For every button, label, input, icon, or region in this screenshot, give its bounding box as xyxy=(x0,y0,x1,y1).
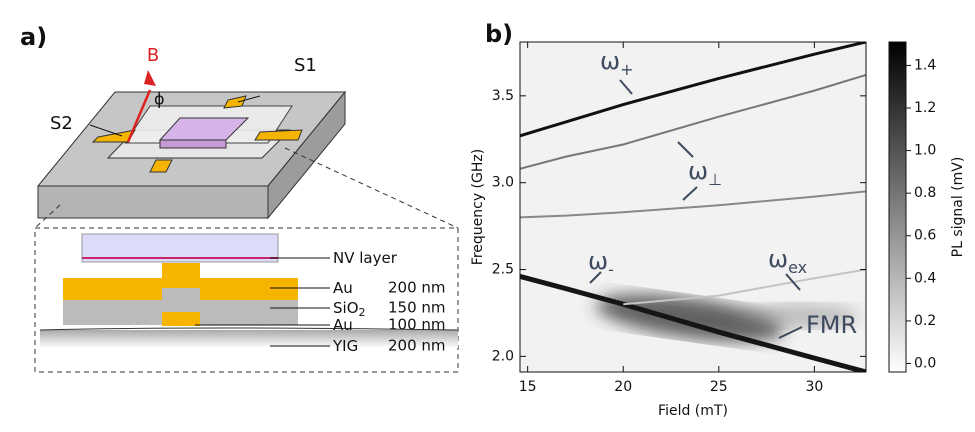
angle-label: ϕ xyxy=(154,90,165,109)
device-block xyxy=(34,70,459,229)
y-tick-label: 3.5 xyxy=(492,88,514,104)
annotation: ωex xyxy=(768,245,807,277)
series-line xyxy=(520,74,866,170)
layer-thickness: 100 nm xyxy=(388,316,446,334)
x-axis-label: Field (mT) xyxy=(658,403,728,419)
annotation-sub: ⊥ xyxy=(708,170,722,189)
layer-name: YIG xyxy=(332,337,358,355)
s2-label: S2 xyxy=(50,113,73,134)
y-tick-label: 2.5 xyxy=(492,262,514,278)
fmr-glow xyxy=(595,294,860,342)
layer-name-text: Au xyxy=(333,279,353,297)
layer-thickness: 200 nm xyxy=(388,337,446,355)
annotation-leaders xyxy=(589,79,803,339)
y-tick-label: 2.0 xyxy=(492,348,514,364)
layer-stack xyxy=(34,227,459,373)
annotation-text: ω xyxy=(768,245,788,273)
colorbar-tick-label: 0.2 xyxy=(914,313,936,329)
annotation-text: ω xyxy=(600,47,620,75)
colorbar-tick-label: 0.0 xyxy=(914,355,936,371)
annotation: FMR xyxy=(806,311,857,339)
panel-label: b) xyxy=(485,20,513,48)
colorbar-tick-label: 0.8 xyxy=(914,185,936,201)
annotation-text: FMR xyxy=(806,311,857,339)
colorbar xyxy=(888,41,907,373)
layer-thickness: 150 nm xyxy=(388,299,446,317)
layer-name-text: YIG xyxy=(332,337,358,355)
layer-name-text: Au xyxy=(333,316,353,334)
layer-name: SiO2 xyxy=(333,299,366,320)
y-tick-label: 3.0 xyxy=(492,175,514,191)
annotation-sub: ex xyxy=(788,258,807,277)
layer-name-text: SiO xyxy=(333,299,359,317)
layer-name-text: NV layer xyxy=(333,249,398,267)
x-tick-label: 30 xyxy=(805,379,823,395)
layer-name-sub: 2 xyxy=(359,306,366,319)
layer-thickness: 200 nm xyxy=(388,279,446,297)
plot-frame xyxy=(519,41,867,373)
colorbar-tick-label: 1.4 xyxy=(914,57,936,73)
layer-name: Au xyxy=(333,279,353,297)
colorbar-tick-label: 1.2 xyxy=(914,100,936,116)
field-label: B xyxy=(147,45,159,66)
annotation: ω⊥ xyxy=(688,157,722,189)
series-line xyxy=(520,190,866,219)
annotation-text: ω xyxy=(588,247,608,275)
annotation: ω- xyxy=(588,247,614,279)
panel-label: a) xyxy=(20,23,47,51)
colorbar-label: PL signal (mV) xyxy=(950,157,966,258)
colorbar-tick-label: 0.4 xyxy=(914,270,936,286)
y-axis-label: Frequency (GHz) xyxy=(470,149,486,265)
colorbar-tick-label: 0.6 xyxy=(914,228,936,244)
x-tick-label: 15 xyxy=(519,379,537,395)
annotation: ω+ xyxy=(600,47,634,79)
annotation-sub: + xyxy=(620,60,633,79)
x-tick-label: 25 xyxy=(710,379,728,395)
colorbar-tick-label: 1.0 xyxy=(914,143,936,159)
annotation-sub: - xyxy=(608,260,614,279)
series-line xyxy=(623,268,866,306)
layer-name: Au xyxy=(333,316,353,334)
x-tick-label: 20 xyxy=(614,379,632,395)
layer-name: NV layer xyxy=(333,249,398,267)
s1-label: S1 xyxy=(294,55,317,76)
annotation-text: ω xyxy=(688,157,708,185)
series-line xyxy=(520,42,866,138)
series-line xyxy=(520,274,866,372)
